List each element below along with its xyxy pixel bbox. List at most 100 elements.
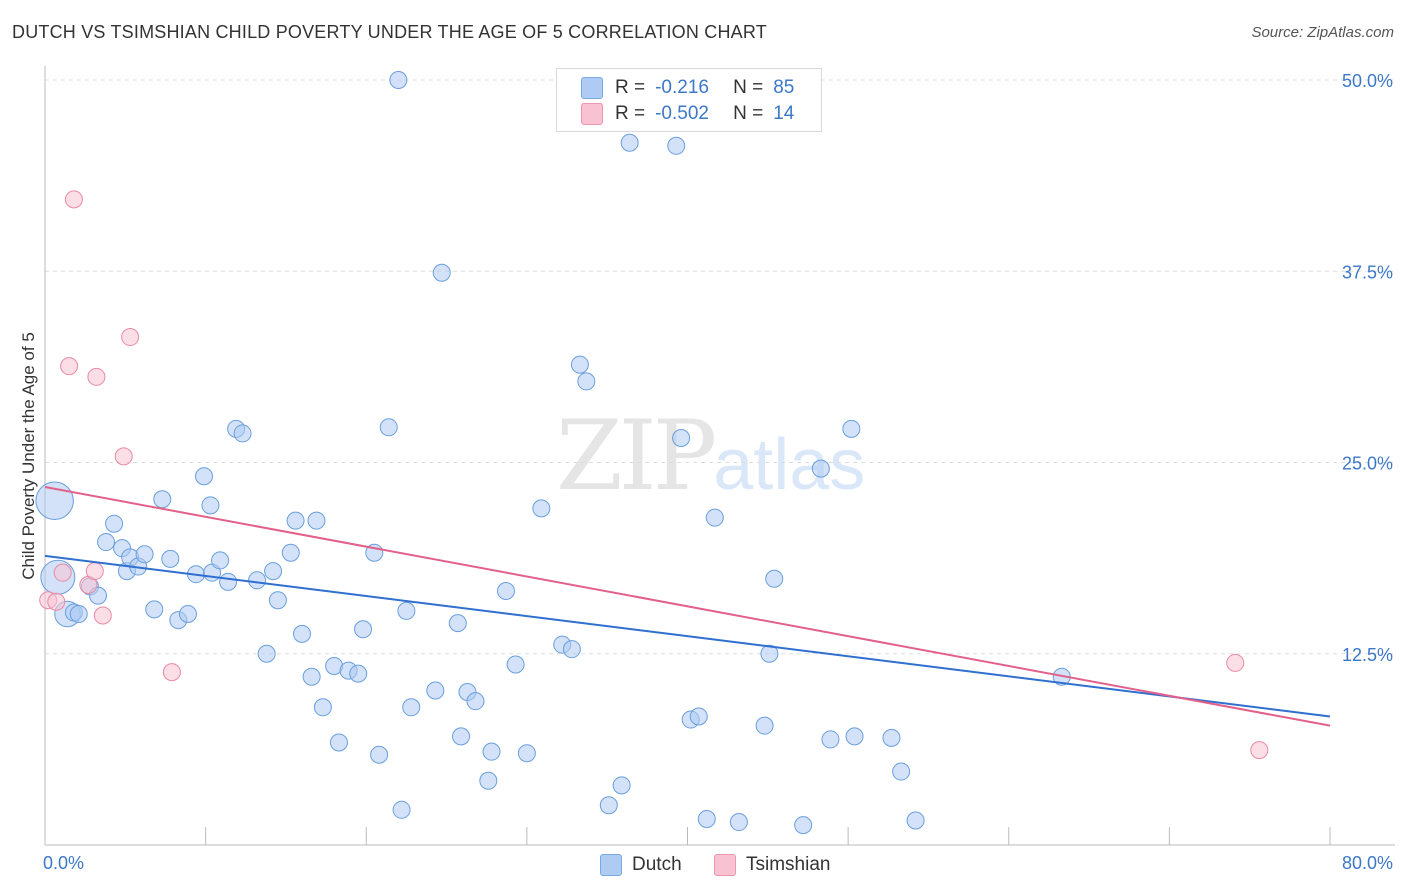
x-tick-label-min: 0.0% (43, 853, 84, 873)
bottom-legend-label-tsimshian: Tsimshian (746, 854, 831, 875)
dutch-point-69 (672, 429, 691, 448)
dutch-point-35 (307, 511, 326, 530)
dutch-point-43 (370, 745, 389, 764)
source-label: Source: ZipAtlas.com (1251, 24, 1394, 41)
dutch-point-84 (892, 762, 911, 781)
legend-n-label: N = (733, 77, 764, 98)
grid-lines (45, 79, 1395, 655)
dutch-point-71 (689, 707, 708, 726)
dutch-point-24 (219, 572, 238, 591)
dutch-point-57 (496, 582, 515, 601)
tsimshian-point-6 (85, 562, 104, 581)
dutch-point-45 (389, 71, 408, 89)
dutch-point-26 (233, 424, 252, 443)
dutch-point-79 (811, 459, 830, 478)
bottom-legend-swatch-tsimshian (714, 854, 736, 876)
dutch-point-34 (302, 667, 321, 686)
dutch-point-85 (906, 811, 925, 830)
dutch-point-30 (268, 591, 287, 610)
x-tick-label-max: 80.0% (1342, 853, 1393, 873)
tsimshian-point-2 (53, 563, 72, 582)
dutch-point-55 (479, 771, 498, 790)
tsimshian-point-1 (47, 592, 66, 611)
watermark-atlas: atlas (713, 425, 866, 505)
dutch-point-41 (354, 620, 373, 639)
legend-row-tsimshian: R = -0.502 N = 14 (581, 101, 794, 127)
dutch-point-16 (161, 549, 180, 568)
legend-r-value-tsimshian: -0.502 (655, 103, 709, 124)
dutch-point-78 (794, 816, 813, 835)
dutch-point-7 (97, 533, 116, 552)
y-tick-label-1: 25.0% (1342, 454, 1393, 474)
dutch-point-47 (397, 601, 416, 620)
dutch-point-80 (821, 730, 840, 749)
dutch-point-66 (612, 776, 631, 795)
dutch-point-82 (845, 727, 864, 746)
dutch-point-52 (452, 727, 471, 746)
dutch-point-15 (153, 490, 172, 509)
bottom-legend-label-dutch: Dutch (632, 854, 682, 875)
bottom-legend-tsimshian: Tsimshian (714, 852, 830, 878)
chart-title: DUTCH VS TSIMSHIAN CHILD POVERTY UNDER T… (12, 22, 767, 42)
tsimshian-point-8 (93, 606, 112, 625)
tsimshian-point-11 (162, 663, 181, 682)
legend-swatch-tsimshian (581, 103, 603, 125)
tsimshian-point-12 (1226, 653, 1245, 672)
tsimshian-point-13 (1250, 741, 1269, 760)
axes (44, 66, 1395, 846)
dutch-point-8 (105, 514, 124, 533)
dutch-point-74 (729, 813, 748, 832)
trend-line-tsimshian (44, 485, 1331, 727)
dutch-point-65 (599, 796, 618, 815)
dutch-point-60 (532, 499, 551, 518)
dutch-point-27 (248, 571, 267, 590)
axis-labels: 12.5% 25.0% 37.5% 50.0% 0.0% 80.0% Child Pover… (19, 71, 1393, 873)
watermark-zip: ZIP (556, 400, 717, 512)
dutch-point-48 (402, 698, 421, 717)
tsimshian-point-3 (60, 357, 79, 376)
dutch-point-49 (426, 681, 445, 700)
dutch-point-13 (135, 545, 154, 564)
dutch-point-76 (760, 644, 779, 663)
bottom-legend-swatch-dutch (600, 854, 622, 876)
dutch-point-67 (620, 133, 639, 152)
y-tick-label-2: 37.5% (1342, 262, 1393, 282)
dutch-point-56 (482, 742, 501, 761)
y-tick-label-3: 50.0% (1342, 71, 1393, 91)
legend-n-value-tsimshian: 14 (773, 103, 795, 124)
y-axis-label: Child Poverty Under the Age of 5 (19, 332, 38, 580)
dutch-point-20 (195, 467, 214, 486)
trend-line-dutch (44, 554, 1331, 718)
dutch-point-21 (201, 496, 220, 515)
dutch-point-23 (211, 551, 230, 570)
legend-swatch-dutch (581, 77, 603, 99)
dutch-point-33 (293, 624, 311, 643)
dutch-point-40 (349, 664, 368, 683)
dutch-point-36 (313, 698, 332, 717)
legend-r-label: R = (615, 103, 646, 124)
legend-n-value-dutch: 85 (773, 77, 795, 98)
tsimshian-point-9 (114, 447, 133, 466)
tsimshian-point-10 (121, 328, 140, 347)
dutch-point-38 (329, 733, 348, 752)
series-tsimshian-points (39, 190, 1269, 760)
dutch-point-46 (392, 800, 411, 819)
dutch-point-44 (379, 418, 398, 437)
dutch-point-58 (506, 655, 525, 674)
dutch-point-29 (264, 562, 283, 581)
legend-r-label: R = (615, 77, 646, 98)
dutch-point-68 (667, 136, 686, 155)
dutch-point-62 (562, 640, 581, 659)
dutch-point-72 (697, 809, 716, 828)
legend-r-value-dutch: -0.216 (655, 77, 709, 98)
correlation-legend: R = -0.216 N = 85 R = -0.502 N = 14 (556, 68, 822, 132)
dutch-point-28 (257, 644, 276, 663)
dutch-point-54 (466, 692, 485, 711)
dutch-point-32 (286, 511, 305, 530)
dutch-point-4 (69, 604, 88, 623)
dutch-point-75 (755, 716, 774, 735)
dutch-point-31 (281, 543, 300, 562)
dutch-point-73 (705, 508, 724, 527)
legend-n-label: N = (733, 103, 764, 124)
